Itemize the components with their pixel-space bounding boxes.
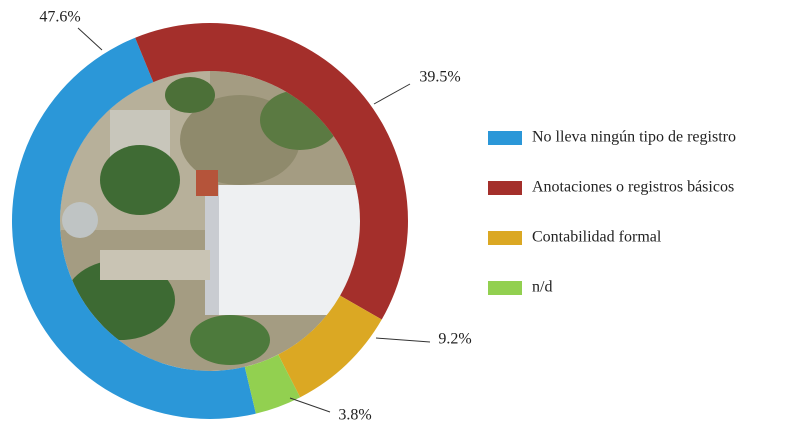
legend-swatch bbox=[488, 281, 522, 295]
leader-line bbox=[289, 397, 331, 413]
value-label: 3.8% bbox=[338, 407, 371, 424]
value-label: 47.6% bbox=[39, 9, 80, 26]
legend-swatch bbox=[488, 231, 522, 245]
value-label: 39.5% bbox=[419, 69, 460, 86]
leader-line bbox=[77, 27, 103, 51]
donut-slice bbox=[244, 354, 301, 414]
legend-label: Anotaciones o registros básicos bbox=[532, 179, 734, 196]
donut-slice bbox=[12, 37, 256, 420]
legend-label: Contabilidad formal bbox=[532, 229, 662, 246]
legend-label: n/d bbox=[532, 279, 552, 296]
donut-slice bbox=[135, 22, 408, 320]
center-photo bbox=[60, 71, 360, 371]
legend-swatch bbox=[488, 131, 522, 145]
leader-line bbox=[373, 83, 411, 105]
legend-swatch bbox=[488, 181, 522, 195]
value-label: 9.2% bbox=[438, 331, 471, 348]
donut-slice bbox=[278, 295, 382, 398]
legend-label: No lleva ningún tipo de registro bbox=[532, 129, 736, 146]
leader-line bbox=[375, 337, 431, 343]
